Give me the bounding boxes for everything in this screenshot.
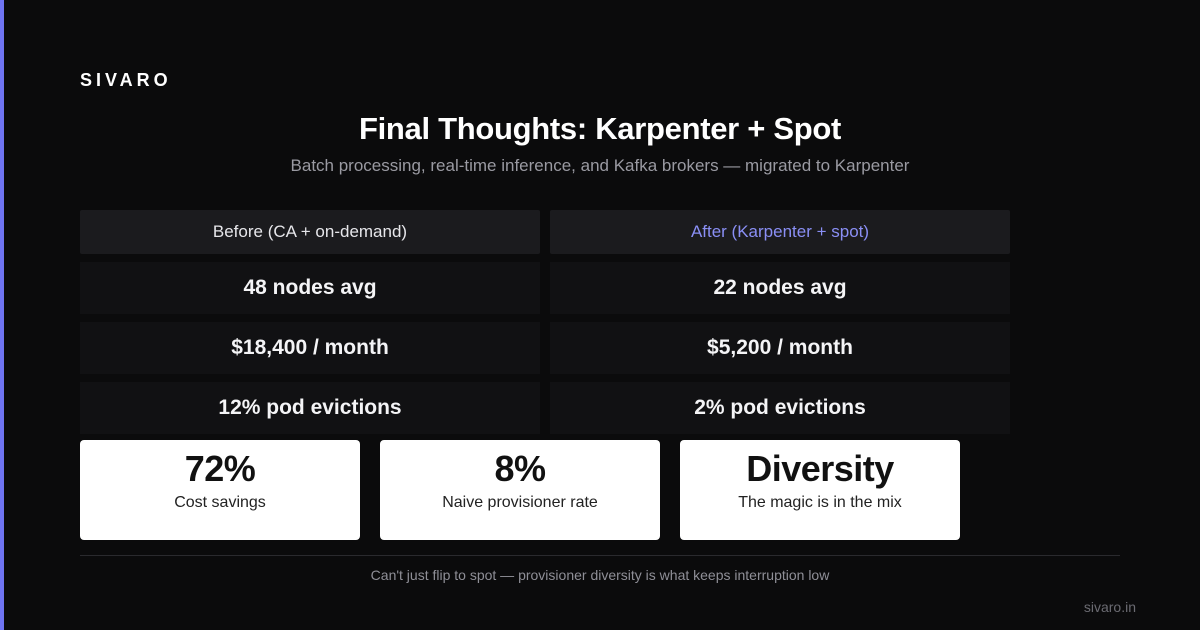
stat-value: Diversity xyxy=(746,448,894,489)
footer-divider xyxy=(80,555,1120,556)
stat-label: Naive provisioner rate xyxy=(442,494,598,511)
before-nodes-cell: 48 nodes avg xyxy=(80,262,540,314)
before-column-header: Before (CA + on-demand) xyxy=(80,210,540,254)
slide-subtitle: Batch processing, real-time inference, a… xyxy=(290,156,910,175)
accent-bar xyxy=(0,0,4,630)
stat-label: Cost savings xyxy=(174,494,266,511)
after-column-header: After (Karpenter + spot) xyxy=(550,210,1010,254)
site-url: sivaro.in xyxy=(1083,599,1136,615)
stat-card-naive-rate: 8% Naive provisioner rate xyxy=(380,440,660,540)
stat-label: The magic is in the mix xyxy=(738,494,902,511)
footer-note: Can't just flip to spot — provisioner di… xyxy=(370,567,830,583)
before-cost-cell: $18,400 / month xyxy=(80,322,540,374)
stat-value: 8% xyxy=(494,448,546,489)
stat-card-cost-savings: 72% Cost savings xyxy=(80,440,360,540)
after-cost-cell: $5,200 / month xyxy=(550,322,1010,374)
stat-card-diversity: Diversity The magic is in the mix xyxy=(680,440,960,540)
stat-value: 72% xyxy=(184,448,256,489)
brand-logo: SIVARO xyxy=(80,70,172,90)
before-evictions-cell: 12% pod evictions xyxy=(80,382,540,434)
slide-title: Final Thoughts: Karpenter + Spot xyxy=(358,111,842,146)
after-nodes-cell: 22 nodes avg xyxy=(550,262,1010,314)
after-evictions-cell: 2% pod evictions xyxy=(550,382,1010,434)
